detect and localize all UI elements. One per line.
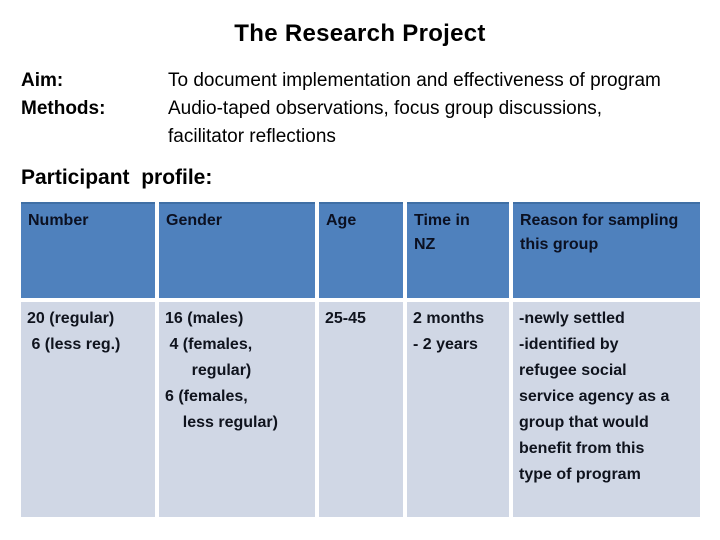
slide-title: The Research Project	[234, 20, 486, 47]
methods-text-line1: Audio-taped observations, focus group di…	[168, 98, 603, 119]
table-header-time-in-nz: Time in NZ	[407, 202, 509, 298]
table-header-number: Number	[21, 202, 155, 298]
aim-methods-block: Aim: To document implementation and effe…	[21, 67, 701, 151]
table-cell-reason: -newly settled -identified by refugee so…	[513, 302, 700, 517]
table-header-age: Age	[319, 202, 403, 298]
table-header-reason: Reason for sampling this group	[513, 202, 700, 298]
table-cell-age: 25-45	[319, 302, 403, 517]
participant-profile-table: Number Gender Age Time in NZ Reason for …	[21, 202, 700, 517]
participant-profile-heading: Participant profile:	[21, 166, 213, 189]
table-cell-time-in-nz: 2 months - 2 years	[407, 302, 509, 517]
methods-text-line2: facilitator reflections	[168, 126, 336, 147]
table-header-gender: Gender	[159, 202, 315, 298]
table-cell-gender: 16 (males) 4 (females, regular) 6 (femal…	[159, 302, 315, 517]
table-cell-number: 20 (regular) 6 (less reg.)	[21, 302, 155, 517]
methods-label: Methods:	[21, 98, 106, 119]
aim-text: To document implementation and effective…	[168, 70, 661, 91]
aim-label: Aim:	[21, 70, 64, 91]
methods-label-spacer	[21, 123, 168, 151]
